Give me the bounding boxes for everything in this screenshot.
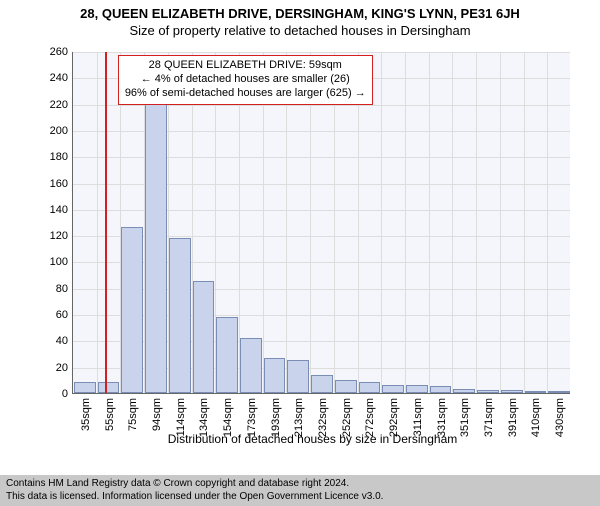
gridline-v [452, 52, 453, 393]
x-tick: 94sqm [151, 398, 163, 431]
histogram-bar [145, 104, 167, 393]
y-tick: 180 [40, 151, 68, 163]
gridline-v [381, 52, 382, 393]
histogram-bar [240, 338, 262, 393]
footer: Contains HM Land Registry data © Crown c… [0, 475, 600, 506]
histogram-bar [548, 391, 570, 393]
y-tick: 120 [40, 230, 68, 242]
y-tick: 40 [40, 335, 68, 347]
x-tick: 114sqm [175, 398, 187, 436]
histogram-bar [525, 391, 547, 393]
histogram-bar [430, 386, 452, 393]
x-tick: 75sqm [127, 398, 139, 431]
histogram-bar [335, 380, 357, 393]
gridline-h [73, 52, 570, 53]
y-tick: 140 [40, 204, 68, 216]
footer-line-1: Contains HM Land Registry data © Crown c… [6, 478, 594, 491]
histogram-bar [382, 385, 404, 393]
gridline-v [524, 52, 525, 393]
annotation-line-3: 96% of semi-detached houses are larger (… [125, 87, 366, 101]
histogram-bar [216, 317, 238, 393]
y-tick: 80 [40, 283, 68, 295]
gridline-v [547, 52, 548, 393]
histogram-bar [311, 375, 333, 393]
histogram-bar [193, 281, 215, 393]
gridline-v [476, 52, 477, 393]
histogram-bar [501, 390, 523, 393]
histogram-bar [406, 385, 428, 393]
y-tick: 60 [40, 309, 68, 321]
y-tick: 220 [40, 99, 68, 111]
y-tick: 0 [40, 388, 68, 400]
footer-line-2: This data is licensed. Information licen… [6, 491, 594, 504]
property-marker-line [105, 52, 107, 393]
histogram-bar [169, 238, 191, 393]
x-tick: 35sqm [80, 398, 92, 431]
page-title: 28, QUEEN ELIZABETH DRIVE, DERSINGHAM, K… [0, 6, 600, 21]
histogram-bar [264, 358, 286, 394]
chart-container: Number of detached properties 28 QUEEN E… [40, 52, 585, 446]
histogram-bar [121, 227, 143, 393]
y-tick: 160 [40, 178, 68, 190]
x-tick: 55sqm [104, 398, 116, 431]
x-tick: 311sqm [412, 398, 424, 436]
annotation-line-2: ← 4% of detached houses are smaller (26) [125, 73, 366, 87]
gridline-v [97, 52, 98, 393]
page-subtitle: Size of property relative to detached ho… [0, 23, 600, 38]
histogram-bar [453, 389, 475, 393]
histogram-bar [477, 390, 499, 393]
gridline-v [429, 52, 430, 393]
y-tick: 200 [40, 125, 68, 137]
annotation-line-1: 28 QUEEN ELIZABETH DRIVE: 59sqm [125, 59, 366, 73]
y-tick: 260 [40, 46, 68, 58]
plot-area: 28 QUEEN ELIZABETH DRIVE: 59sqm← 4% of d… [72, 52, 570, 394]
y-tick: 100 [40, 256, 68, 268]
histogram-bar [74, 382, 96, 393]
x-axis-label: Distribution of detached houses by size … [40, 432, 585, 446]
gridline-v [500, 52, 501, 393]
y-tick: 240 [40, 72, 68, 84]
annotation-box: 28 QUEEN ELIZABETH DRIVE: 59sqm← 4% of d… [118, 55, 373, 104]
gridline-v [405, 52, 406, 393]
histogram-bar [287, 360, 309, 393]
histogram-bar [359, 382, 381, 393]
histogram-bar [98, 382, 120, 393]
y-tick: 20 [40, 362, 68, 374]
